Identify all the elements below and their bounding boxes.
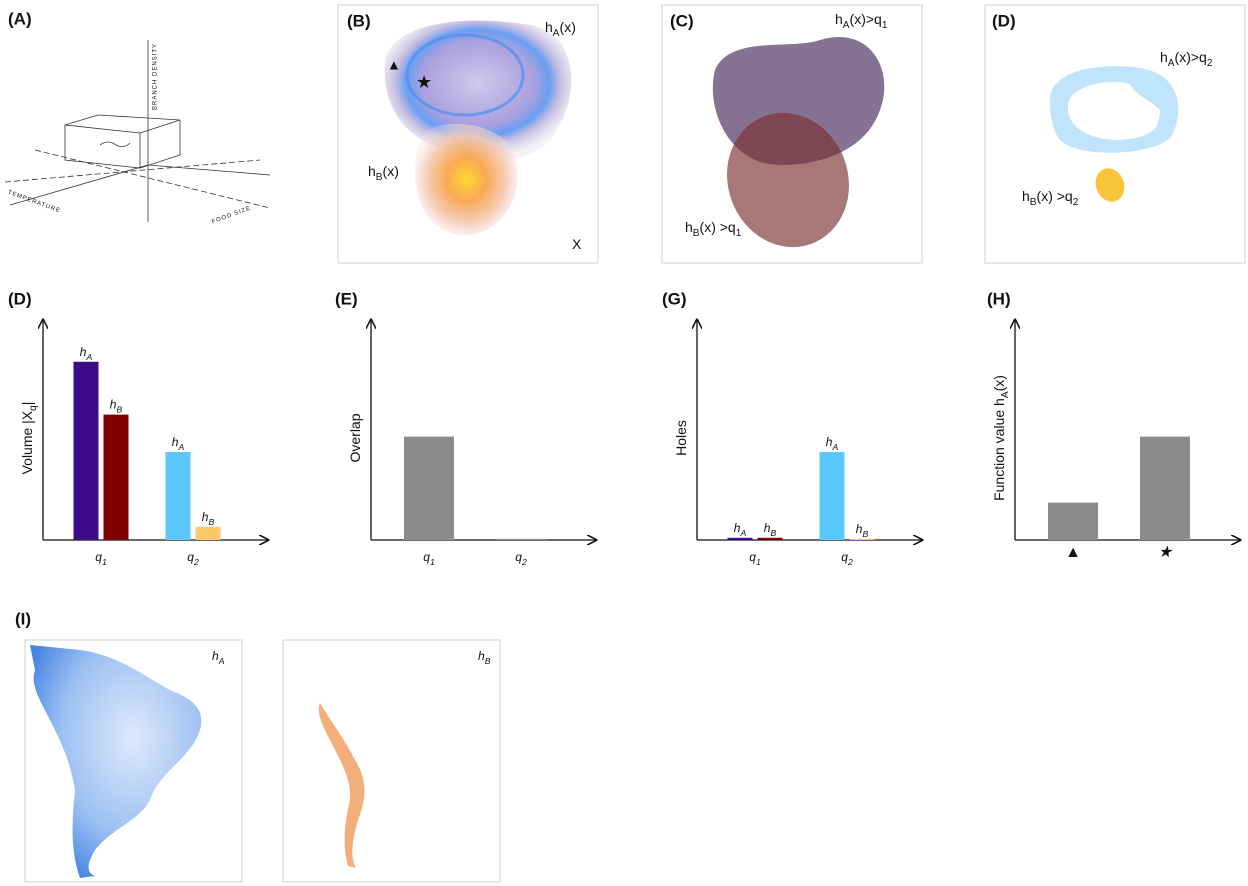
region-a bbox=[1050, 66, 1179, 153]
panel-label: (I) bbox=[15, 609, 31, 628]
panel-label: (D) bbox=[8, 289, 32, 308]
label: hA(x) bbox=[545, 19, 576, 39]
axis-label: TEMPERATURE bbox=[7, 190, 62, 215]
map-frame bbox=[24, 639, 243, 883]
panel-label: (A) bbox=[8, 9, 32, 28]
region-b bbox=[1095, 168, 1125, 202]
x-tick-label: q1 bbox=[95, 550, 107, 567]
x-tick-label: q1 bbox=[749, 550, 761, 567]
panel-label: (H) bbox=[987, 289, 1011, 308]
density-a bbox=[384, 20, 572, 160]
map-b bbox=[318, 703, 365, 868]
y-axis-label: Overlap bbox=[347, 413, 363, 462]
x-tick-label: q2 bbox=[841, 550, 853, 567]
marker-label: ▲ bbox=[387, 57, 401, 73]
panel-frame bbox=[984, 4, 1246, 264]
bar bbox=[165, 452, 191, 540]
label: X bbox=[572, 236, 582, 252]
x-tick-label: q1 bbox=[423, 550, 435, 567]
series-label: hB bbox=[764, 521, 777, 538]
panel-label: (G) bbox=[662, 289, 687, 308]
panel-label: (B) bbox=[347, 11, 371, 30]
label: hA(x)>q1 bbox=[835, 11, 888, 31]
series-label: hA bbox=[172, 435, 185, 452]
bar bbox=[195, 526, 221, 540]
y-axis-label: Holes bbox=[673, 420, 689, 456]
bar bbox=[404, 436, 454, 540]
density-ridge bbox=[405, 33, 525, 117]
bar bbox=[849, 538, 875, 540]
x-tick-label: ▲ bbox=[1065, 544, 1081, 561]
panel-label: (E) bbox=[335, 289, 358, 308]
panel-frame bbox=[661, 4, 923, 264]
axis-label: FOOD SIZE bbox=[211, 206, 252, 226]
label: hB(x) bbox=[368, 163, 399, 183]
x-tick-label: q2 bbox=[187, 550, 199, 567]
y-axis-label: Volume |Xq| bbox=[19, 402, 39, 475]
bar bbox=[727, 537, 753, 540]
y-axis-label: Function value hA(x) bbox=[991, 375, 1011, 501]
panel-label: (C) bbox=[670, 11, 694, 30]
series-label: hA bbox=[734, 521, 747, 538]
panel-label: (D) bbox=[992, 11, 1016, 30]
map-frame bbox=[282, 639, 501, 883]
label: hB(x) >q2 bbox=[1022, 188, 1079, 208]
map-a bbox=[30, 645, 202, 878]
bar bbox=[757, 537, 783, 540]
niche-sketch bbox=[4, 40, 271, 222]
axis-label: BRANCH DENSITY bbox=[153, 43, 159, 110]
label: hA(x)>q2 bbox=[1160, 49, 1213, 69]
series-label: hA bbox=[80, 345, 93, 362]
x-tick-label: q2 bbox=[515, 550, 527, 567]
density-b bbox=[415, 123, 518, 236]
bar bbox=[819, 452, 845, 540]
bar bbox=[73, 361, 99, 540]
series-label: hA bbox=[826, 435, 839, 452]
x-tick-label: ★ bbox=[1158, 544, 1174, 561]
series-label: hB bbox=[202, 510, 215, 527]
panel-frame bbox=[337, 4, 599, 264]
region-b bbox=[727, 112, 849, 248]
map-label: hA bbox=[212, 649, 225, 666]
bar bbox=[1048, 502, 1098, 540]
label: hB(x) >q1 bbox=[685, 219, 742, 239]
bar bbox=[103, 414, 129, 540]
bar bbox=[496, 538, 546, 540]
series-label: hB bbox=[110, 398, 123, 415]
map-label: hB bbox=[478, 649, 491, 666]
marker-label: ★ bbox=[416, 72, 432, 92]
series-label: hB bbox=[856, 522, 869, 539]
bar bbox=[1140, 436, 1190, 540]
